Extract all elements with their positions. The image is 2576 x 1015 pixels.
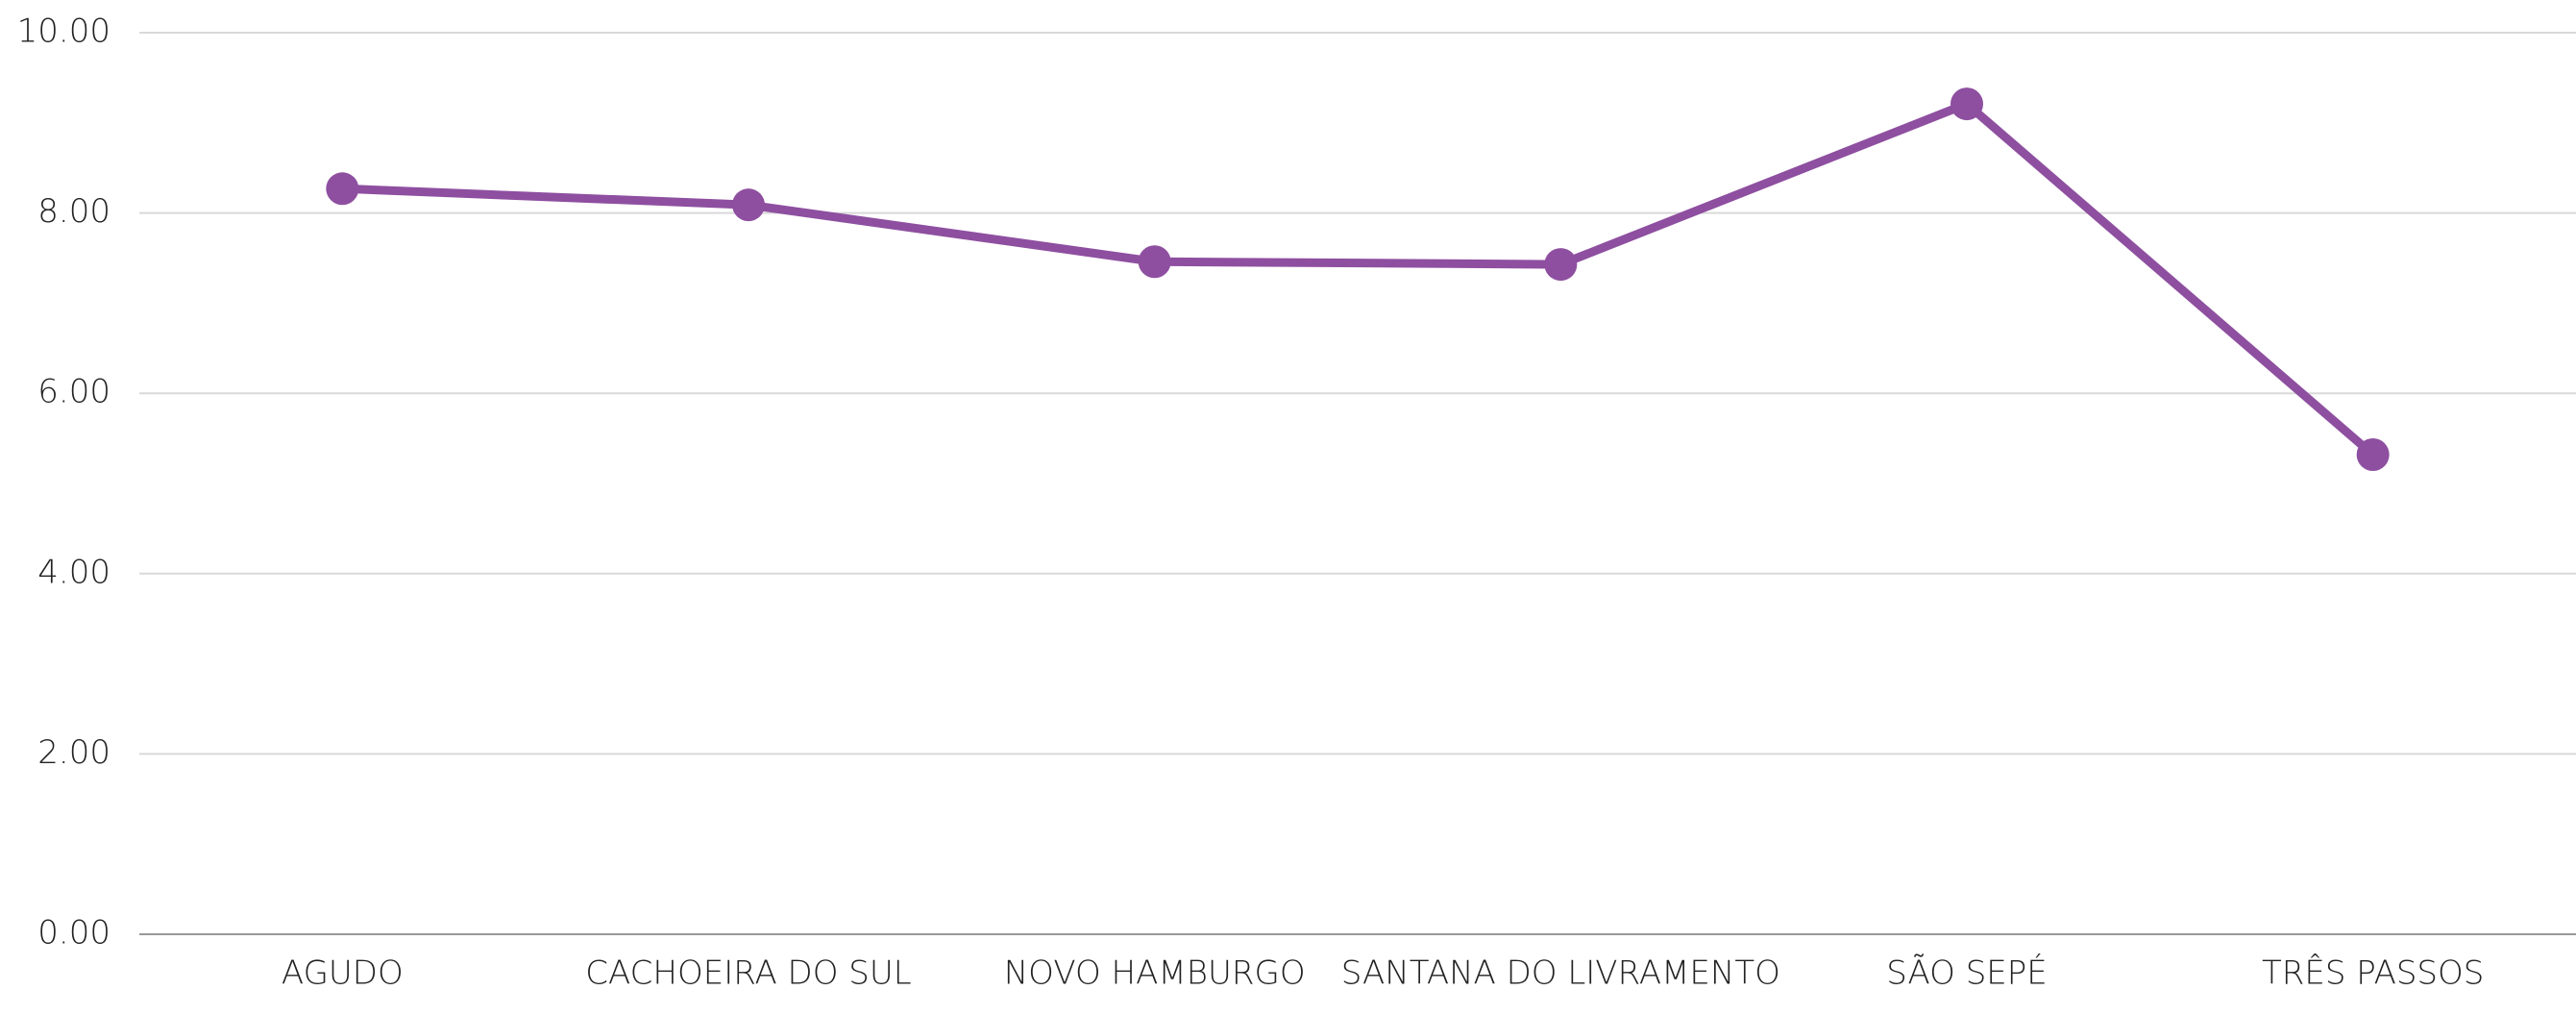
x-tick-label: CACHOEIRA DO SUL: [585, 954, 911, 993]
y-tick-label: 2.00: [37, 733, 110, 772]
x-tick-label: SÃO SEPÉ: [1886, 953, 2048, 993]
x-tick-label: AGUDO: [282, 954, 404, 993]
x-tick-label: TRÊS PASSOS: [2262, 953, 2484, 993]
marker: [1950, 87, 1983, 121]
marker: [2356, 437, 2390, 471]
line: [342, 99, 2376, 458]
marker: [1138, 245, 1171, 279]
x-tick-label: SANTANA DO LIVRAMENTO: [1341, 954, 1780, 993]
y-tick-label: 6.00: [37, 373, 110, 411]
y-tick-label: 10.00: [17, 12, 110, 51]
y-tick-label: 0.00: [37, 914, 110, 953]
marker: [1544, 248, 1578, 282]
y-tick-label: 4.00: [37, 553, 110, 591]
y-tick-label: 8.00: [37, 192, 110, 231]
marker: [326, 172, 359, 206]
marker: [732, 188, 765, 222]
x-tick-label: NOVO HAMBURGO: [1004, 954, 1306, 993]
